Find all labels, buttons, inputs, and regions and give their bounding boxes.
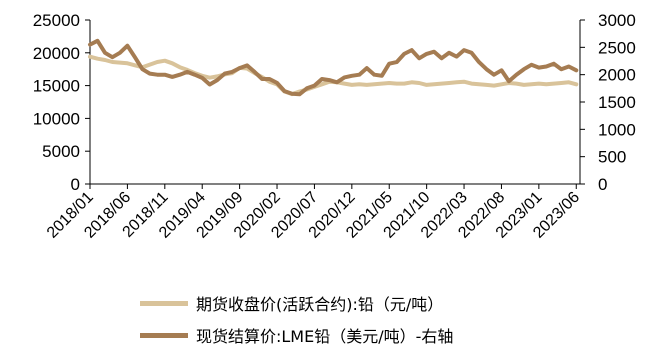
- legend-item-lme: 现货结算价:LME铅（美元/吨）-右轴: [140, 323, 453, 347]
- legend-swatch-lme: [140, 332, 188, 338]
- dual-axis-line-chart: 0 5000 10000 15000 20000 25000 0 500 1000 1500 20…: [33, 11, 636, 242]
- right-tick-label: 2000: [598, 66, 636, 85]
- x-axis: 2018/012018/062018/112019/042019/092020/…: [44, 183, 583, 242]
- left-tick-label: 5000: [42, 142, 80, 161]
- right-tick-label: 500: [598, 148, 626, 167]
- right-tick-label: 1500: [598, 93, 636, 112]
- series-line-lme: [88, 38, 579, 97]
- right-tick-label: 3000: [598, 11, 636, 30]
- legend-label-futures: 期货收盘价(活跃合约):铅（元/吨）: [196, 295, 444, 314]
- left-tick-label: 20000: [33, 44, 80, 63]
- legend-item-futures: 期货收盘价(活跃合约):铅（元/吨）: [140, 291, 443, 315]
- left-tick-label: 10000: [33, 109, 80, 128]
- left-tick-label: 0: [71, 175, 80, 194]
- left-tick-label: 15000: [33, 77, 80, 96]
- legend-swatch-futures: [140, 300, 188, 306]
- right-tick-label: 2500: [598, 38, 636, 57]
- left-tick-label: 25000: [33, 11, 80, 30]
- legend-label-lme: 现货结算价:LME铅（美元/吨）-右轴: [196, 327, 454, 346]
- right-tick-label: 1000: [598, 120, 636, 139]
- right-y-axis: 0 500 1000 1500 2000 2500 3000: [579, 11, 636, 194]
- left-y-axis: 0 5000 10000 15000 20000 25000: [33, 11, 91, 194]
- right-tick-label: 0: [598, 175, 607, 194]
- series-layer: [88, 38, 579, 97]
